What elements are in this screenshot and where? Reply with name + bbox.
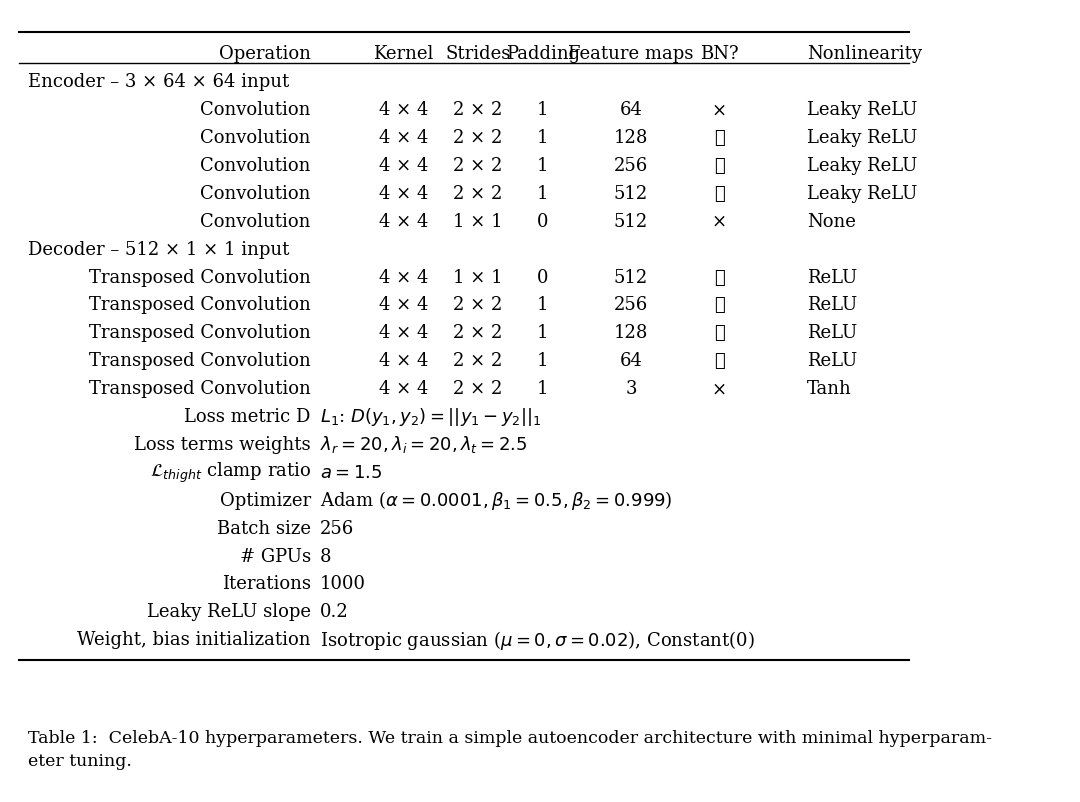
Text: ✓: ✓ (714, 129, 725, 147)
Text: $\lambda_r = 20, \lambda_i = 20, \lambda_t = 2.5$: $\lambda_r = 20, \lambda_i = 20, \lambda… (320, 435, 528, 456)
Text: $L_1$: $D(y_1, y_2) = ||y_1 - y_2||_1$: $L_1$: $D(y_1, y_2) = ||y_1 - y_2||_1$ (320, 406, 542, 428)
Text: 2 × 2: 2 × 2 (454, 129, 502, 147)
Text: Transposed Convolution: Transposed Convolution (89, 297, 311, 314)
Text: Padding: Padding (505, 46, 580, 63)
Text: 1: 1 (537, 297, 549, 314)
Text: ReLU: ReLU (807, 324, 858, 342)
Text: Transposed Convolution: Transposed Convolution (89, 380, 311, 398)
Text: Operation: Operation (219, 46, 311, 63)
Text: Convolution: Convolution (201, 185, 311, 203)
Text: Loss terms weights: Loss terms weights (134, 436, 311, 454)
Text: 4 × 4: 4 × 4 (379, 213, 429, 231)
Text: Feature maps: Feature maps (568, 46, 693, 63)
Text: 1: 1 (537, 157, 549, 175)
Text: Kernel: Kernel (374, 46, 434, 63)
Text: 4 × 4: 4 × 4 (379, 380, 429, 398)
Text: 0.2: 0.2 (320, 603, 349, 622)
Text: 512: 512 (613, 185, 648, 203)
Text: 256: 256 (613, 297, 648, 314)
Text: 0: 0 (537, 269, 549, 286)
Text: ×: × (712, 213, 727, 231)
Text: Optimizer: Optimizer (219, 492, 311, 510)
Text: Adam ($\alpha = 0.0001, \beta_1 = 0.5, \beta_2 = 0.999$): Adam ($\alpha = 0.0001, \beta_1 = 0.5, \… (320, 489, 673, 512)
Text: Nonlinearity: Nonlinearity (807, 46, 922, 63)
Text: ✓: ✓ (714, 269, 725, 286)
Text: ✓: ✓ (714, 352, 725, 371)
Text: 1: 1 (537, 324, 549, 342)
Text: ✓: ✓ (714, 297, 725, 314)
Text: 4 × 4: 4 × 4 (379, 185, 429, 203)
Text: 1: 1 (537, 129, 549, 147)
Text: 2 × 2: 2 × 2 (454, 157, 502, 175)
Text: 1 × 1: 1 × 1 (453, 213, 502, 231)
Text: 512: 512 (613, 269, 648, 286)
Text: ReLU: ReLU (807, 269, 858, 286)
Text: Leaky ReLU: Leaky ReLU (807, 157, 918, 175)
Text: 1000: 1000 (320, 575, 366, 593)
Text: 4 × 4: 4 × 4 (379, 352, 429, 371)
Text: ✓: ✓ (714, 157, 725, 175)
Text: 1: 1 (537, 185, 549, 203)
Text: 1 × 1: 1 × 1 (453, 269, 502, 286)
Text: Leaky ReLU: Leaky ReLU (807, 101, 918, 119)
Text: 256: 256 (613, 157, 648, 175)
Text: 1: 1 (537, 101, 549, 119)
Text: Convolution: Convolution (201, 129, 311, 147)
Text: Iterations: Iterations (221, 575, 311, 593)
Text: $\mathcal{L}_{thight}$ clamp ratio: $\mathcal{L}_{thight}$ clamp ratio (149, 460, 311, 485)
Text: 4 × 4: 4 × 4 (379, 157, 429, 175)
Text: BN?: BN? (700, 46, 739, 63)
Text: Tanh: Tanh (807, 380, 852, 398)
Text: ×: × (712, 380, 727, 398)
Text: ×: × (712, 101, 727, 119)
Text: 2 × 2: 2 × 2 (454, 297, 502, 314)
Text: 4 × 4: 4 × 4 (379, 269, 429, 286)
Text: 2 × 2: 2 × 2 (454, 185, 502, 203)
Text: 2 × 2: 2 × 2 (454, 324, 502, 342)
Text: 2 × 2: 2 × 2 (454, 380, 502, 398)
Text: $a = 1.5$: $a = 1.5$ (320, 464, 382, 482)
Text: 1: 1 (537, 352, 549, 371)
Text: 4 × 4: 4 × 4 (379, 297, 429, 314)
Text: 4 × 4: 4 × 4 (379, 324, 429, 342)
Text: 64: 64 (620, 101, 643, 119)
Text: 0: 0 (537, 213, 549, 231)
Text: # GPUs: # GPUs (240, 548, 311, 565)
Text: Batch size: Batch size (217, 520, 311, 537)
Text: 128: 128 (613, 324, 648, 342)
Text: 64: 64 (620, 352, 643, 371)
Text: Loss metric D: Loss metric D (185, 408, 311, 426)
Text: 128: 128 (613, 129, 648, 147)
Text: ✓: ✓ (714, 185, 725, 203)
Text: 2 × 2: 2 × 2 (454, 352, 502, 371)
Text: Isotropic gaussian ($\mu = 0, \sigma = 0.02$), Constant(0): Isotropic gaussian ($\mu = 0, \sigma = 0… (320, 629, 755, 652)
Text: 2 × 2: 2 × 2 (454, 101, 502, 119)
Text: None: None (807, 213, 856, 231)
Text: Convolution: Convolution (201, 157, 311, 175)
Text: Convolution: Convolution (201, 101, 311, 119)
Text: 4 × 4: 4 × 4 (379, 129, 429, 147)
Text: Strides: Strides (445, 46, 511, 63)
Text: 1: 1 (537, 380, 549, 398)
Text: Transposed Convolution: Transposed Convolution (89, 352, 311, 371)
Text: Leaky ReLU slope: Leaky ReLU slope (147, 603, 311, 622)
Text: 3: 3 (625, 380, 637, 398)
Text: 256: 256 (320, 520, 354, 537)
Text: Convolution: Convolution (201, 213, 311, 231)
Text: Transposed Convolution: Transposed Convolution (89, 269, 311, 286)
Text: 512: 512 (613, 213, 648, 231)
Text: ReLU: ReLU (807, 352, 858, 371)
Text: Leaky ReLU: Leaky ReLU (807, 129, 918, 147)
Text: Weight, bias initialization: Weight, bias initialization (78, 631, 311, 649)
Text: Decoder – 512 × 1 × 1 input: Decoder – 512 × 1 × 1 input (28, 241, 289, 259)
Text: ✓: ✓ (714, 324, 725, 342)
Text: Encoder – 3 × 64 × 64 input: Encoder – 3 × 64 × 64 input (28, 73, 289, 91)
Text: Table 1:  CelebA-10 hyperparameters. We train a simple autoencoder architecture : Table 1: CelebA-10 hyperparameters. We t… (28, 730, 991, 770)
Text: 4 × 4: 4 × 4 (379, 101, 429, 119)
Text: 8: 8 (320, 548, 332, 565)
Text: ReLU: ReLU (807, 297, 858, 314)
Text: Leaky ReLU: Leaky ReLU (807, 185, 918, 203)
Text: Transposed Convolution: Transposed Convolution (89, 324, 311, 342)
